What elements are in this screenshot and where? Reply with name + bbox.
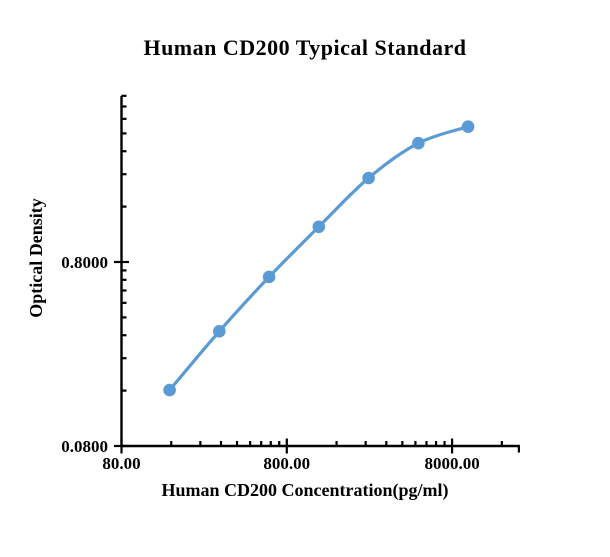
x-tick-label: 80.00: [102, 454, 140, 473]
data-point-marker: [362, 171, 375, 185]
data-point-marker: [312, 220, 326, 234]
x-axis-title: Human CD200 Concentration(pg/ml): [161, 480, 449, 500]
y-tick-label: 0.8000: [61, 253, 108, 272]
standard-curve-line: [168, 125, 470, 392]
data-point-marker: [461, 120, 475, 133]
data-point-marker: [412, 136, 425, 150]
x-tick-label: 8000.00: [424, 454, 479, 473]
data-point-marker: [262, 270, 276, 284]
data-point-marker: [213, 325, 226, 338]
x-tick-label: 800.00: [263, 454, 310, 473]
data-point-marker: [163, 383, 176, 397]
chart-title: Human CD200 Typical Standard: [143, 35, 467, 60]
y-tick-label: 0.0800: [61, 437, 108, 456]
